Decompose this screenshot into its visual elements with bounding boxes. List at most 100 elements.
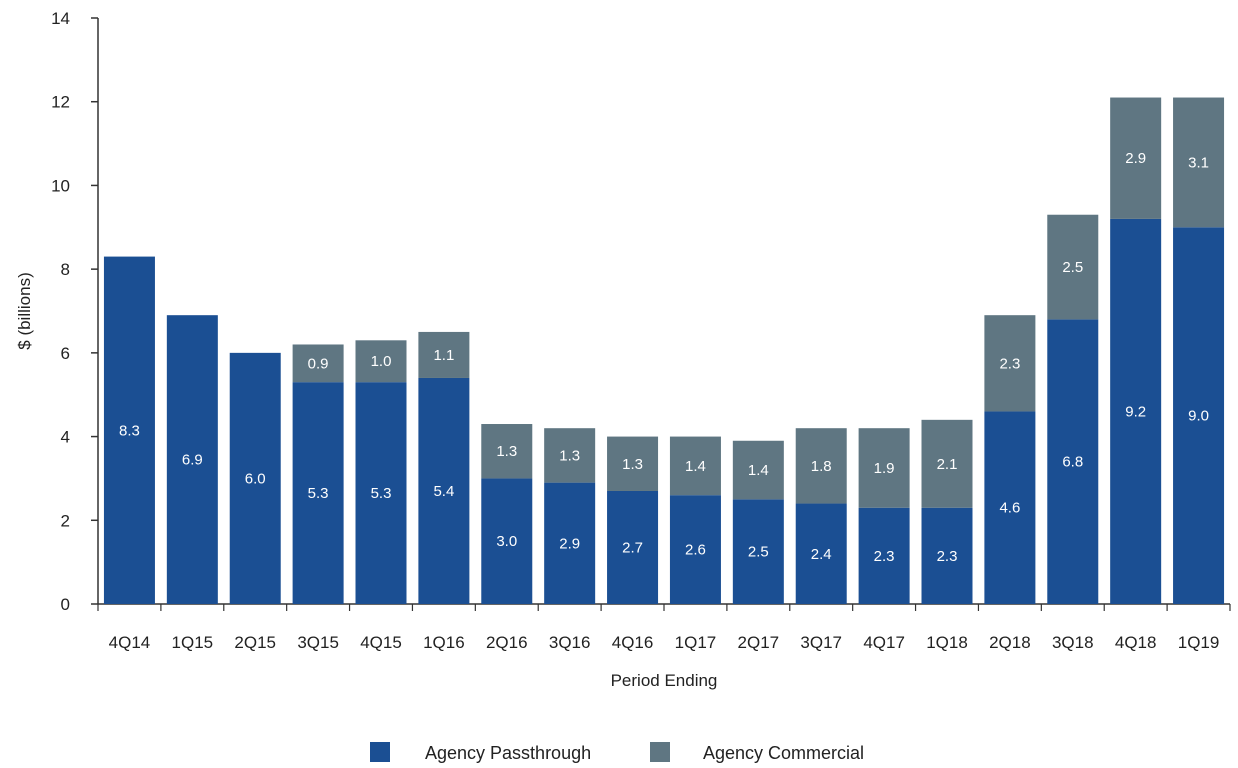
data-label: 2.3 [937,548,958,565]
y-tick-label: 2 [61,511,70,530]
data-label: 2.3 [999,355,1020,372]
bar-agency-passthrough [544,482,596,604]
y-tick-label: 6 [61,344,70,363]
bar-agency-passthrough [481,478,533,604]
bar-agency-commercial [1047,214,1099,320]
data-label: 6.0 [245,470,266,487]
bar-agency-passthrough [669,495,721,604]
data-label: 2.6 [685,542,706,559]
bar-agency-commercial [795,428,847,504]
data-label: 6.8 [1062,454,1083,471]
legend-swatch [650,742,670,762]
x-tick-label: 2Q16 [486,633,528,652]
y-tick-label: 14 [51,9,70,28]
data-label: 6.9 [182,452,203,469]
legend-swatch [370,742,390,762]
bar-agency-passthrough [732,499,784,604]
bar-agency-passthrough [921,507,973,604]
data-label: 0.9 [308,355,329,372]
x-tick-label: 3Q17 [800,633,842,652]
data-label: 1.4 [748,462,769,479]
bar-agency-passthrough [607,490,659,604]
x-tick-label: 1Q15 [172,633,214,652]
bar-agency-commercial [984,315,1036,412]
data-label: 1.3 [622,456,643,473]
data-label: 1.3 [496,443,517,460]
x-tick-label: 1Q17 [675,633,717,652]
bar-agency-commercial [481,424,533,479]
bar-agency-commercial [732,440,784,500]
data-label: 9.2 [1125,403,1146,420]
bar-agency-commercial [544,428,596,483]
y-tick-label: 10 [51,176,70,195]
y-tick-label: 8 [61,260,70,279]
data-label: 1.8 [811,458,832,475]
x-tick-label: 4Q15 [360,633,402,652]
bar-agency-passthrough [1047,319,1099,604]
x-tick-label: 2Q15 [234,633,276,652]
bar-agency-commercial [607,436,659,491]
bar-agency-passthrough [103,256,155,604]
y-tick-label: 12 [51,93,70,112]
x-tick-label: 2Q18 [989,633,1031,652]
x-tick-label: 4Q14 [109,633,151,652]
axes: 0 2 4 6 8 10 12 14 4Q14 1Q15 2Q15 3Q15 4Q15 1Q16 2Q16 3… [51,9,1231,652]
bar-labels: 8.3 6.9 6.0 5.3 0.9 5.3 1.0 5.4 1.1 3.0 1.3 2.9 1.3 2… [119,150,1209,565]
y-axis-title: $ (billions) [15,272,34,349]
data-label: 2.5 [1062,259,1083,276]
bar-agency-passthrough [858,507,910,604]
data-label: 2.3 [874,548,895,565]
data-label: 8.3 [119,422,140,439]
data-label: 2.7 [622,539,643,556]
x-axis-title: Period Ending [611,671,718,690]
data-label: 4.6 [999,500,1020,517]
bar-agency-passthrough [166,315,218,604]
legend-label: Agency Passthrough [425,743,591,763]
bar-agency-commercial [1110,97,1162,219]
data-label: 1.1 [433,347,454,364]
x-tick-label: 3Q15 [297,633,339,652]
bar-agency-commercial [355,340,407,383]
bar-agency-passthrough [418,377,470,604]
bar-agency-commercial [292,344,344,383]
data-label: 1.3 [559,447,580,464]
bar-agency-passthrough [1110,218,1162,604]
bar-agency-passthrough [984,411,1036,604]
x-tick-label: 1Q19 [1178,633,1220,652]
data-label: 9.0 [1188,408,1209,425]
data-label: 5.3 [308,485,329,502]
data-label: 2.5 [748,544,769,561]
x-tick-label: 1Q16 [423,633,465,652]
data-label: 3.0 [496,533,517,550]
y-tick-label: 4 [61,428,70,447]
bar-agency-passthrough [229,352,281,604]
x-tick-label: 4Q16 [612,633,654,652]
legend: Agency Passthrough Agency Commercial [370,742,864,763]
bar-agency-passthrough [355,382,407,604]
data-label: 2.9 [559,535,580,552]
legend-label: Agency Commercial [703,743,864,763]
bar-agency-commercial [418,331,470,378]
bars [103,97,1225,605]
bar-agency-passthrough [1173,227,1225,605]
y-tick-label: 0 [61,595,70,614]
x-tick-label: 4Q18 [1115,633,1157,652]
data-label: 2.1 [937,456,958,473]
data-label: 3.1 [1188,154,1209,171]
x-tick-label: 4Q17 [863,633,905,652]
data-label: 5.3 [371,485,392,502]
data-label: 5.4 [433,483,454,500]
bar-agency-commercial [1173,97,1225,228]
data-label: 2.9 [1125,150,1146,167]
bar-agency-passthrough [795,503,847,604]
bar-agency-passthrough [292,382,344,604]
bar-agency-commercial [669,436,721,496]
bar-agency-commercial [858,428,910,508]
x-tick-label: 2Q17 [738,633,780,652]
data-label: 2.4 [811,546,832,563]
x-tick-label: 3Q16 [549,633,591,652]
x-tick-label: 3Q18 [1052,633,1094,652]
data-label: 1.0 [371,353,392,370]
